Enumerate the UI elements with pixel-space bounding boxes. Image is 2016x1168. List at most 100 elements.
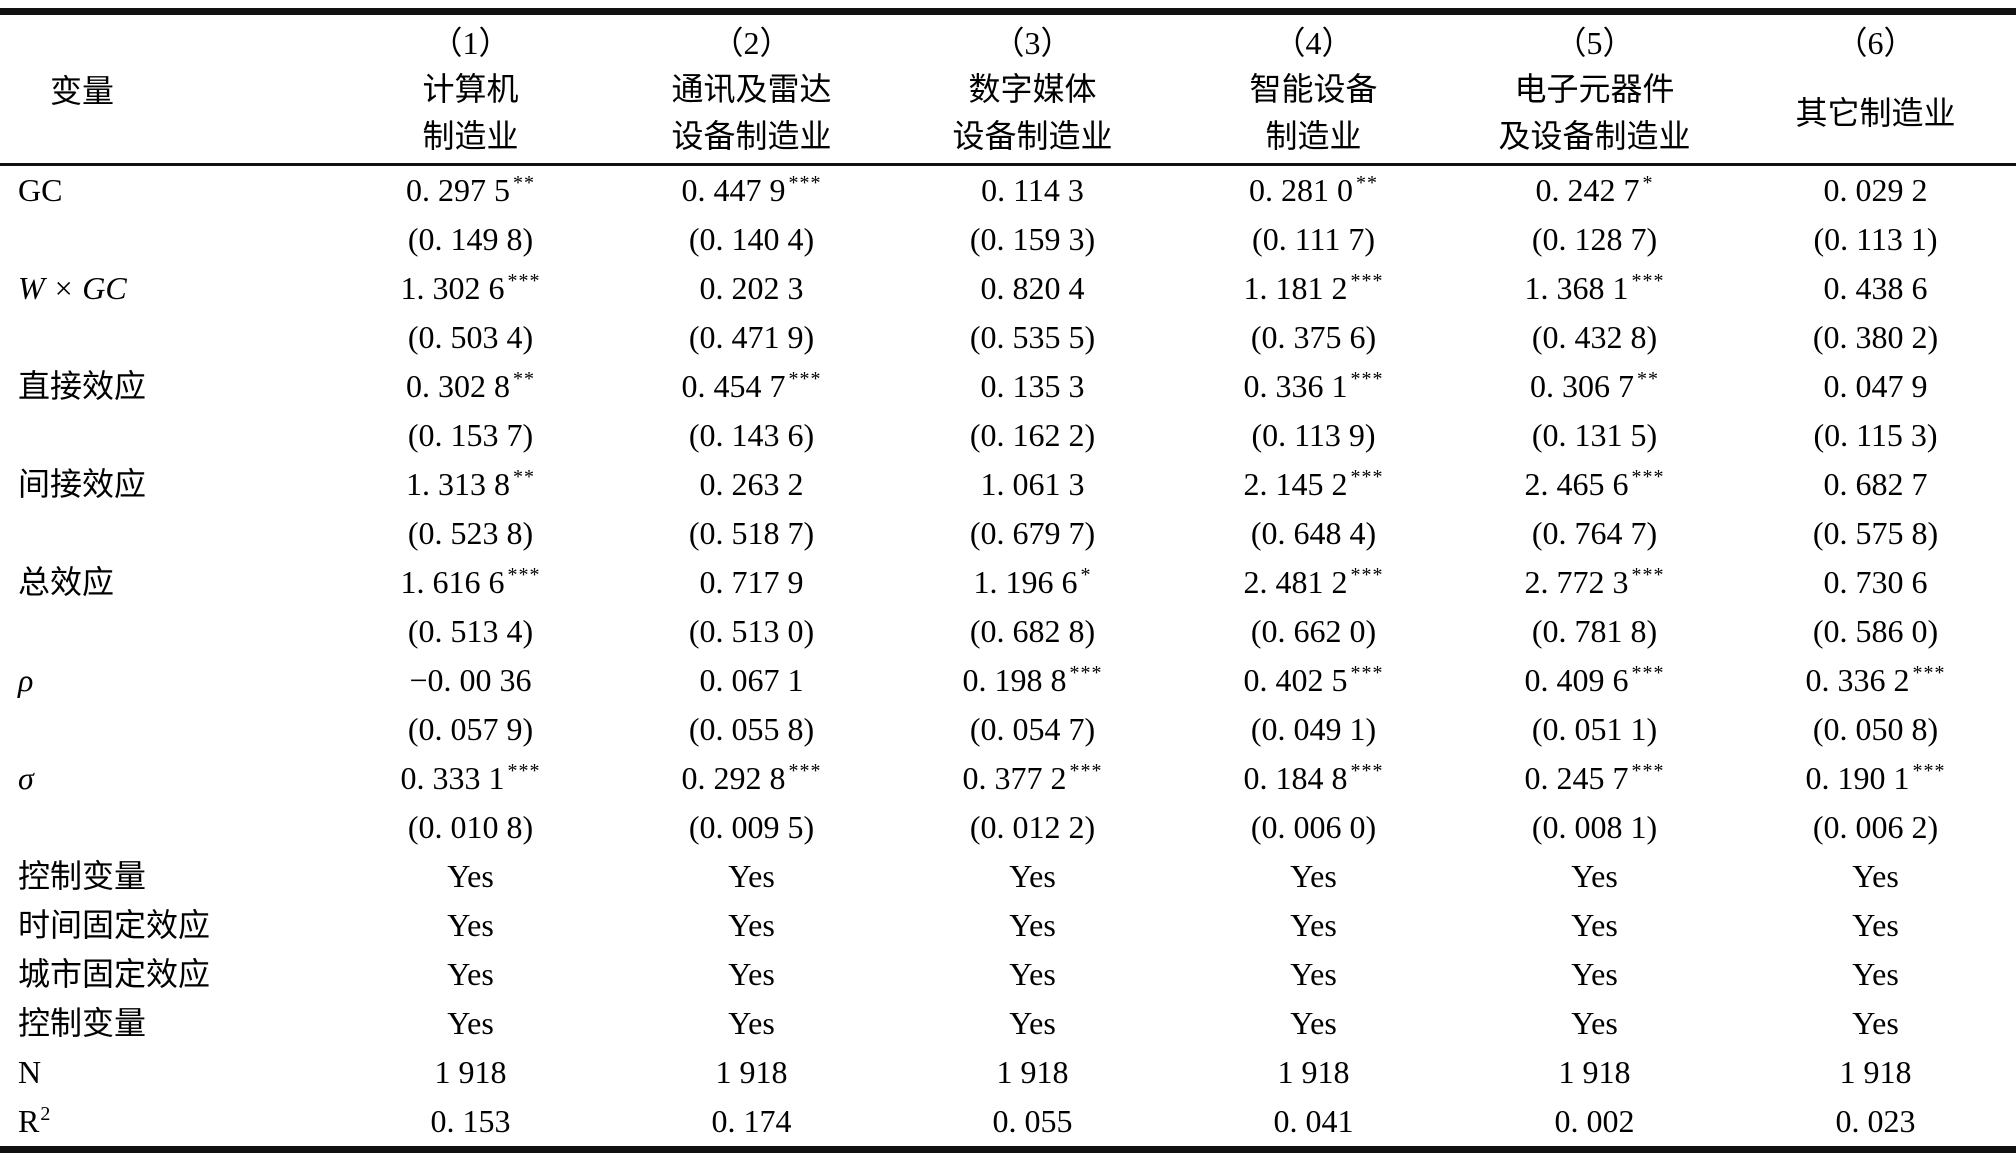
info-cell: Yes: [1571, 1005, 1618, 1041]
coef-cell: 0. 717 9: [611, 558, 892, 607]
column-industry-name: 智能设备 制造业: [1249, 71, 1378, 154]
coef-value: 1. 061 3: [980, 466, 1085, 502]
coef-value: 0. 377 2: [962, 760, 1067, 796]
coef-value: 0. 454 7: [681, 368, 786, 404]
info-cell: 0. 002: [1554, 1103, 1635, 1139]
column-industry-name: 数字媒体 设备制造业: [952, 71, 1113, 154]
info-cell: 1 918: [434, 1054, 507, 1090]
column-number: （6）: [1835, 25, 1916, 61]
info-cell: 0. 153: [430, 1103, 511, 1139]
se-cell: (0. 764 7): [1531, 515, 1658, 551]
info-cell: 1 918: [715, 1054, 788, 1090]
table-header: 变量 （1） 计算机 制造业 （2） 通讯及雷达 设备制造业 （3） 数字媒体 设备制造业 （4） 智…: [0, 11, 2016, 166]
info-cell: Yes: [447, 858, 494, 894]
se-cell: (0. 128 7): [1531, 221, 1658, 257]
se-cell: (0. 006 2): [1812, 809, 1939, 845]
coef-cell: 1. 368 1 ***: [1454, 264, 1735, 313]
coef-value: 0. 820 4: [980, 270, 1085, 306]
info-cell: 1 918: [1277, 1054, 1350, 1090]
info-cell: Yes: [1290, 858, 1337, 894]
significance-stars: ***: [1912, 662, 1946, 685]
coef-value: 0. 402 5: [1243, 662, 1348, 698]
std-error-row: (0. 057 9) (0. 055 8) (0. 054 7) (0. 049 1)…: [0, 705, 2016, 754]
se-cell: (0. 679 7): [969, 515, 1096, 551]
significance-stars: **: [513, 368, 535, 391]
coef-cell: 0. 820 4: [892, 264, 1173, 313]
coefficient-row: W × GC 1. 302 6 *** 0. 202 3 0. 820 4 1. 181 …: [0, 264, 2016, 313]
coef-value: 0. 447 9: [681, 172, 786, 208]
se-cell: (0. 010 8): [407, 809, 534, 845]
coef-value: 0. 409 6: [1524, 662, 1629, 698]
info-row: 控制变量 Yes Yes Yes Yes Yes Yes: [0, 999, 2016, 1048]
significance-stars: ***: [507, 564, 541, 587]
column-industry-name: 电子元器件 及设备制造业: [1498, 71, 1691, 154]
se-cell: (0. 057 9): [407, 711, 534, 747]
coef-cell: 1. 313 8 **: [330, 460, 611, 509]
info-cell: 0. 055: [992, 1103, 1073, 1139]
info-cell: Yes: [447, 907, 494, 943]
se-cell: (0. 513 0): [688, 613, 815, 649]
coefficient-row: 总效应 1. 616 6 *** 0. 717 9 1. 196 6 * 2. 481 2 *…: [0, 558, 2016, 607]
column-industry-name: 通讯及雷达 设备制造业: [671, 71, 832, 154]
coef-cell: 0. 454 7 ***: [611, 362, 892, 411]
column-header-6: （6） 其它制造业: [1735, 11, 2016, 166]
row-label: σ: [18, 760, 34, 796]
info-cell: Yes: [1571, 956, 1618, 992]
row-label: 间接效应: [18, 466, 147, 502]
se-cell: (0. 008 1): [1531, 809, 1658, 845]
coef-value: 1. 313 8: [406, 466, 510, 502]
coef-cell: 0. 190 1 ***: [1735, 754, 2016, 803]
coef-cell: 0. 438 6: [1735, 264, 2016, 313]
significance-stars: ***: [788, 760, 822, 783]
significance-stars: ***: [507, 760, 541, 783]
coef-value: 0. 190 1: [1805, 760, 1910, 796]
info-cell: Yes: [1009, 1005, 1056, 1041]
se-cell: (0. 006 0): [1250, 809, 1377, 845]
column-number: （5）: [1554, 25, 1635, 61]
se-cell: (0. 049 1): [1250, 711, 1377, 747]
significance-stars: **: [1356, 172, 1378, 195]
se-cell: (0. 513 4): [407, 613, 534, 649]
info-cell: 0. 023: [1835, 1103, 1916, 1139]
coefficient-row: ρ −0. 00 36 0. 067 1 0. 198 8 *** 0. 402 5 ***…: [0, 656, 2016, 705]
info-row: R2 0. 153 0. 174 0. 055 0. 041 0. 002 0. 023: [0, 1097, 2016, 1150]
info-cell: Yes: [447, 1005, 494, 1041]
coef-value: 0. 029 2: [1823, 172, 1928, 208]
se-cell: (0. 503 4): [407, 319, 534, 355]
table-body: GC 0. 297 5 ** 0. 447 9 *** 0. 114 3 0. 281 0 *…: [0, 165, 2016, 1150]
column-header-3: （3） 数字媒体 设备制造业: [892, 11, 1173, 166]
coef-cell: 0. 336 1 ***: [1173, 362, 1454, 411]
se-cell: (0. 586 0): [1812, 613, 1939, 649]
coef-cell: 1. 616 6 ***: [330, 558, 611, 607]
info-row: N 1 918 1 918 1 918 1 918 1 918 1 918: [0, 1048, 2016, 1097]
se-cell: (0. 153 7): [407, 417, 534, 453]
significance-stars: ***: [1350, 760, 1384, 783]
info-cell: Yes: [1290, 1005, 1337, 1041]
coefficient-row: 直接效应 0. 302 8 ** 0. 454 7 *** 0. 135 3 0. 336 …: [0, 362, 2016, 411]
se-cell: (0. 012 2): [969, 809, 1096, 845]
significance-stars: ***: [1631, 270, 1665, 293]
coef-cell: 0. 263 2: [611, 460, 892, 509]
coef-value: 0. 336 1: [1243, 368, 1348, 404]
info-cell: Yes: [1852, 858, 1899, 894]
se-cell: (0. 432 8): [1531, 319, 1658, 355]
se-cell: (0. 115 3): [1813, 417, 1938, 453]
se-cell: (0. 159 3): [969, 221, 1096, 257]
row-label: R2: [18, 1103, 51, 1139]
coef-value: 0. 297 5: [406, 172, 510, 208]
se-cell: (0. 648 4): [1250, 515, 1377, 551]
coef-value: 0. 302 8: [406, 368, 510, 404]
coef-cell: 0. 242 7 *: [1454, 165, 1735, 216]
significance-stars: ***: [1631, 564, 1665, 587]
coef-value: 1. 302 6: [400, 270, 505, 306]
info-cell: Yes: [728, 907, 775, 943]
info-cell: Yes: [1009, 907, 1056, 943]
info-cell: Yes: [728, 956, 775, 992]
coef-cell: 0. 447 9 ***: [611, 165, 892, 216]
coef-cell: 0. 202 3: [611, 264, 892, 313]
significance-stars: *: [1080, 564, 1092, 587]
coef-value: 0. 198 8: [962, 662, 1067, 698]
se-cell: (0. 054 7): [969, 711, 1096, 747]
coef-cell: 0. 245 7 ***: [1454, 754, 1735, 803]
